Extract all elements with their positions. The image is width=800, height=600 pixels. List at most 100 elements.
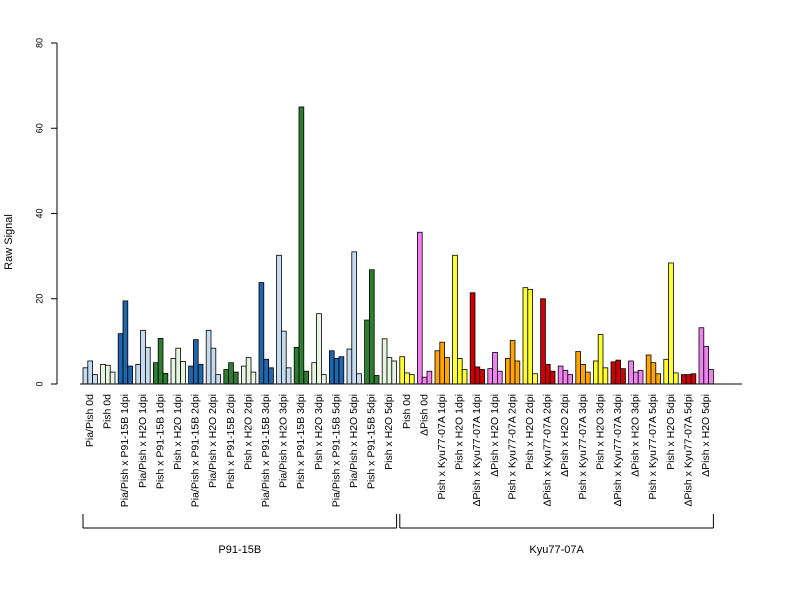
bar (280, 330, 287, 385)
category-label: Pia/Pish x H2O 5dpi (348, 394, 360, 488)
category-label: ΔPish x H2O 2dpi (559, 394, 571, 477)
bar (268, 367, 274, 385)
bar (175, 347, 182, 385)
bar (135, 363, 142, 385)
bar (109, 371, 116, 385)
bar (170, 358, 177, 385)
category-label: Pia/Pish x H2O 3dpi (278, 394, 290, 488)
bar (152, 362, 159, 385)
bar (240, 365, 247, 385)
bar (188, 365, 194, 385)
bar (320, 374, 327, 385)
bar (356, 373, 362, 385)
y-tick-label: 60 (34, 123, 44, 133)
bar (421, 376, 428, 385)
bar (469, 292, 476, 385)
bar (276, 254, 282, 385)
bar (496, 370, 503, 385)
bar (180, 361, 186, 385)
bar (157, 337, 164, 385)
bar (368, 269, 375, 385)
category-label: ΔPish 0d (418, 394, 430, 436)
bar (316, 313, 322, 385)
bar (504, 358, 511, 385)
bar (404, 372, 410, 385)
category-label: Pish x Kyu77-07A 2dpi (506, 394, 518, 500)
group-label: P91-15B (218, 544, 261, 556)
bar (479, 369, 485, 385)
bar (557, 365, 564, 385)
category-label: Pia/Pish x P91-15B 5dpi (330, 394, 342, 507)
bar (416, 231, 423, 385)
category-labels: Pia/Pish 0d Pish 0d Pia/Pish x P91-15B 1dp… (84, 394, 712, 507)
bar (628, 360, 634, 385)
bar (456, 358, 463, 385)
category-label: Pish x P91-15B 1dpi (154, 394, 166, 489)
bar (245, 357, 252, 385)
bar (439, 341, 445, 385)
bar (522, 287, 529, 385)
bar (223, 369, 230, 385)
y-axis-label: Raw Signal (3, 214, 15, 270)
category-label: ΔPish x H2O 5dpi (700, 394, 712, 477)
bar (228, 362, 234, 385)
bar (215, 374, 222, 385)
y-tick-label: 20 (34, 294, 44, 304)
bar (585, 371, 591, 385)
category-label: ΔPish x Kyu77-07A 2dpi (542, 394, 554, 507)
bar (681, 374, 687, 385)
bar (575, 351, 581, 385)
bar (346, 348, 353, 385)
bar (610, 361, 617, 385)
bar (461, 369, 468, 385)
bar (386, 357, 393, 385)
category-label: Pish x Kyu77-07A 3dpi (577, 394, 589, 500)
bar (673, 372, 679, 385)
category-label: Pia/Pish x P91-15B 1dpi (119, 394, 131, 507)
group-label: Kyu77-07A (529, 544, 584, 556)
bar (474, 366, 481, 385)
bar (258, 282, 265, 385)
bar (650, 362, 657, 385)
bar (328, 350, 335, 385)
bar (399, 356, 405, 385)
category-label: ΔPish x H2O 3dpi (630, 394, 642, 477)
bar (527, 288, 533, 385)
bar (492, 352, 498, 385)
category-label: Pish x H2O 5dpi (383, 394, 395, 470)
bar (105, 364, 111, 385)
bar (567, 374, 573, 385)
bar (708, 369, 714, 385)
category-label: Pish x Kyu77-07A 5dpi (647, 394, 659, 500)
bar (144, 346, 151, 385)
category-label: Pish x H2O 2dpi (524, 394, 536, 470)
bar (620, 368, 626, 385)
y-tick-label: 0 (34, 381, 44, 386)
bar (645, 354, 652, 385)
category-label: Pish x H2O 3dpi (313, 394, 325, 470)
y-axis: 0 20 40 60 80 (34, 38, 58, 387)
bar (487, 368, 493, 385)
category-label: Pia/Pish 0d (84, 394, 96, 447)
bar (140, 329, 146, 385)
bar (580, 363, 586, 385)
bar (87, 360, 94, 385)
bar (668, 262, 674, 385)
bar (426, 370, 433, 385)
bar (197, 363, 204, 385)
bar (615, 359, 621, 385)
bar (690, 373, 697, 385)
y-tick-label: 80 (34, 38, 44, 48)
bar (597, 334, 604, 385)
bar (408, 374, 415, 385)
bar (655, 373, 661, 385)
bar (117, 333, 124, 385)
bar (373, 375, 380, 385)
bar (545, 363, 551, 385)
bar (637, 369, 644, 385)
bar (452, 254, 458, 385)
bar (250, 371, 257, 385)
bar (82, 367, 89, 385)
bar (205, 329, 212, 385)
